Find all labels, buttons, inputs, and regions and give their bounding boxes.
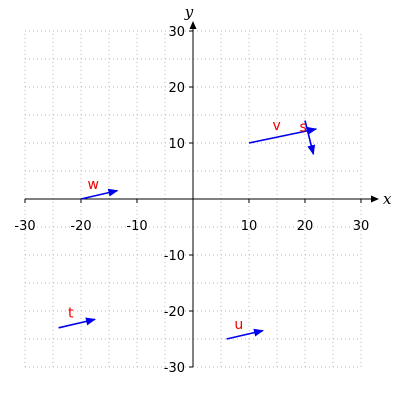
x-tick-label: 20 <box>297 219 314 234</box>
y-axis-label: y <box>184 3 194 21</box>
vectors <box>58 120 318 340</box>
x-tick-label: 30 <box>353 219 370 234</box>
y-tick-label: -10 <box>164 249 185 264</box>
x-tick-label: -10 <box>126 219 147 234</box>
vector-label-v: v <box>272 118 280 134</box>
x-tick-label: -20 <box>70 219 91 234</box>
vector-u <box>226 328 264 340</box>
y-tick-label: 20 <box>168 81 185 96</box>
vector-label-u: u <box>234 317 243 333</box>
y-tick-label: -20 <box>164 305 185 320</box>
x-axis-label: x <box>383 190 392 208</box>
x-tick-label: -30 <box>14 219 35 234</box>
vector-label-t: t <box>68 306 74 322</box>
tick-labels: -30 -20 -10 10 20 30 -30 -20 -10 10 20 30 <box>14 25 369 376</box>
axes: xy <box>25 3 392 367</box>
vector-s <box>304 120 316 156</box>
vector-t <box>58 317 96 329</box>
vector-labels: v s w t u <box>68 118 307 333</box>
y-axis-arrow <box>189 21 197 29</box>
y-tick-label: 10 <box>168 137 185 152</box>
x-axis-arrow <box>371 195 379 203</box>
y-tick-label: 30 <box>168 25 185 40</box>
vector-label-w: w <box>87 177 98 193</box>
vector-v <box>248 126 318 144</box>
y-tick-label: -30 <box>164 361 185 376</box>
vector-w <box>80 188 119 200</box>
x-tick-label: 10 <box>241 219 258 234</box>
vector-label-s: s <box>300 119 307 135</box>
